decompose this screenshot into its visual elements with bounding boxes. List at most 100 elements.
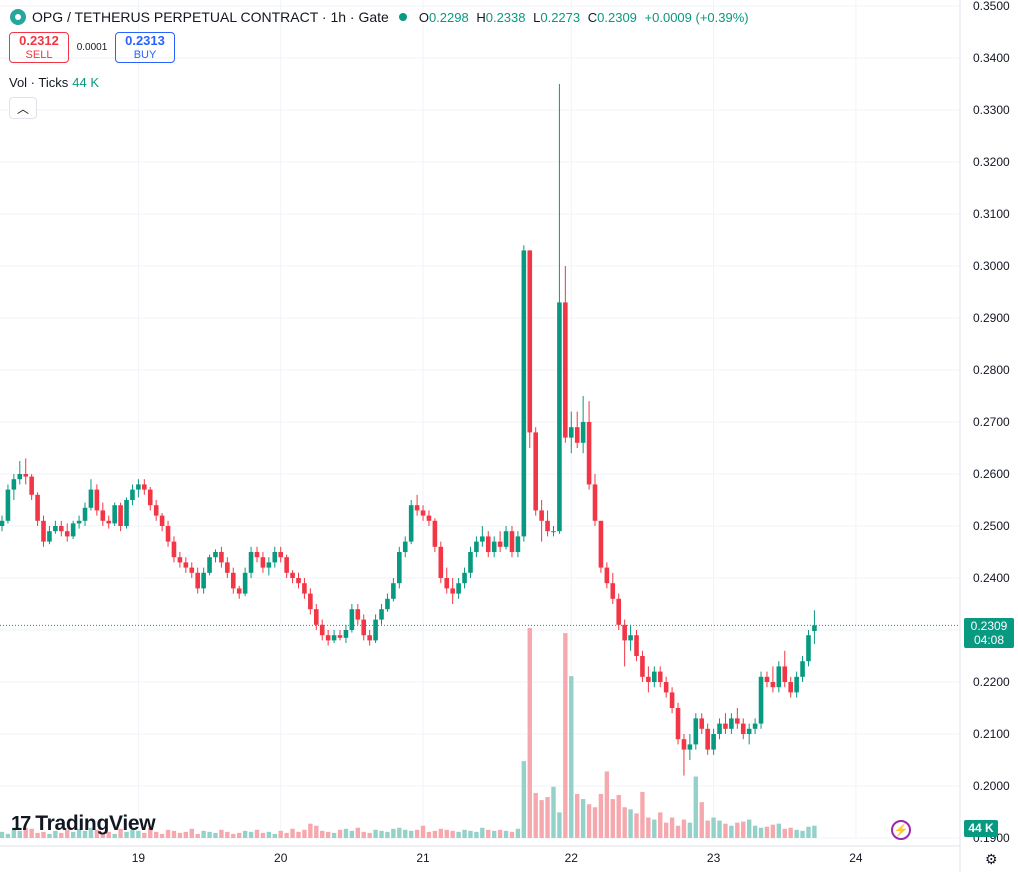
candle-body — [397, 552, 402, 584]
candle-body — [794, 676, 799, 693]
candle-body — [29, 476, 34, 495]
buy-button[interactable]: 0.2313 BUY — [115, 32, 175, 63]
volume-bar — [130, 829, 135, 838]
collapse-legend-button[interactable]: ︿ — [9, 97, 37, 119]
volume-bar — [225, 831, 230, 838]
volume-bar — [302, 829, 307, 838]
volume-bar — [153, 831, 159, 838]
volume-legend-label: Vol · Ticks — [9, 75, 69, 90]
volume-bar — [539, 800, 544, 838]
ohlc-readout: O0.2298 H0.2338 L0.2273 C0.2309 +0.0009 … — [418, 9, 749, 25]
volume-legend[interactable]: Vol · Ticks 44 K — [9, 75, 99, 90]
volume-bar — [47, 833, 52, 838]
candle-body — [646, 676, 651, 682]
volume-bar — [159, 833, 165, 838]
candle-body — [622, 624, 627, 641]
low-value: 0.2273 — [540, 9, 581, 25]
y-tick-label: 0.2500 — [973, 519, 1010, 533]
volume-bar — [142, 832, 147, 838]
candle-body — [693, 718, 699, 745]
candle-body — [450, 588, 455, 594]
candle-body — [331, 635, 337, 641]
candle-body — [207, 557, 212, 573]
volume-bar — [106, 831, 111, 838]
x-tick-label: 20 — [274, 851, 288, 865]
volume-bar — [610, 799, 615, 838]
volume-bar — [450, 830, 455, 838]
volume-bar — [53, 830, 58, 838]
settings-gear-icon[interactable]: ⚙ — [985, 851, 998, 867]
candle-body — [616, 598, 622, 625]
candle-body — [402, 541, 408, 552]
candle-body — [782, 666, 788, 682]
candle-body — [426, 515, 432, 521]
candle-body — [260, 557, 266, 568]
volume-bar — [580, 799, 586, 838]
volume-bar — [509, 831, 515, 838]
volume-bar — [658, 812, 663, 838]
candle-body — [681, 739, 687, 750]
volume-bar — [385, 831, 390, 838]
volume-bar — [320, 830, 325, 838]
candle-body — [242, 572, 248, 594]
volume-bar — [764, 826, 770, 838]
candle-body — [788, 682, 793, 693]
candle-body — [806, 635, 811, 662]
candle-body — [349, 609, 355, 630]
candle-body — [70, 523, 76, 537]
candle-body — [675, 708, 681, 740]
candle-body — [254, 552, 260, 558]
candle-body — [474, 541, 479, 552]
candle-body — [147, 489, 153, 506]
volume-bar — [628, 809, 633, 838]
candle-body — [539, 510, 544, 521]
volume-bar — [177, 832, 183, 838]
volume-bar — [11, 829, 17, 838]
candle-body — [165, 526, 171, 542]
volume-bar — [491, 830, 497, 838]
volume-bar — [474, 831, 479, 838]
candle-body — [183, 562, 189, 568]
volume-bar — [468, 830, 473, 838]
volume-bar — [699, 802, 704, 838]
volume-bar — [219, 829, 224, 838]
volume-bar — [290, 828, 295, 838]
volume-bar — [171, 830, 177, 838]
candle-body — [94, 489, 100, 511]
candle-body — [219, 552, 224, 563]
tradingview-logo[interactable]: 17 TradingView — [11, 812, 156, 836]
volume-bar — [148, 827, 153, 838]
volume-bar — [373, 829, 378, 838]
sell-button[interactable]: 0.2312 SELL — [9, 32, 69, 63]
candle-body — [563, 302, 568, 438]
volume-bar — [527, 628, 532, 838]
candle-body — [812, 625, 817, 632]
candle-body — [35, 494, 40, 521]
volume-bar — [634, 813, 639, 838]
candle-body — [272, 552, 278, 563]
symbol-title[interactable]: OPG / TETHERUS PERPETUAL CONTRACT · 1h ·… — [32, 9, 389, 25]
candle-body — [379, 609, 384, 620]
close-value: 0.2309 — [597, 9, 637, 25]
volume-bar — [569, 676, 574, 838]
volume-bar — [480, 827, 485, 838]
y-tick-label: 0.2200 — [973, 675, 1010, 689]
candle-body — [503, 531, 509, 547]
volume-bar — [414, 829, 420, 838]
candle-body — [195, 572, 200, 589]
candle-body — [325, 635, 331, 641]
volume-bar — [693, 776, 699, 838]
volume-bar — [88, 827, 94, 838]
volume-bar — [29, 828, 34, 838]
candle-body — [652, 671, 657, 682]
volume-bar — [403, 829, 408, 838]
candle-body — [568, 427, 574, 438]
lightning-icon[interactable]: ⚡ — [891, 820, 911, 840]
volume-bar — [355, 827, 360, 838]
candle-body — [76, 520, 82, 524]
candle-body — [592, 484, 598, 521]
x-tick-label: 22 — [565, 851, 579, 865]
candle-body — [557, 302, 562, 532]
candle-body — [444, 578, 450, 589]
